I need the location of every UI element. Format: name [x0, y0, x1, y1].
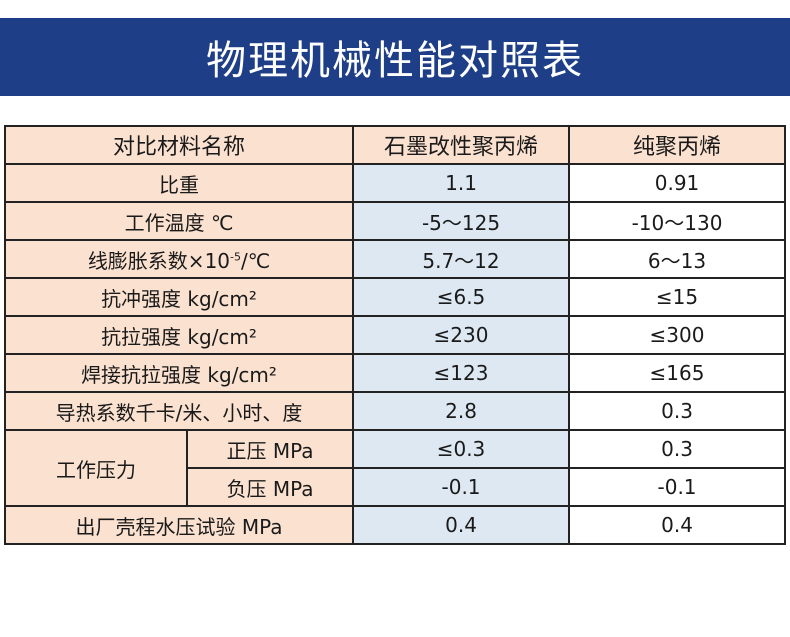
graphite-value: ≤123	[352, 353, 571, 393]
graphite-value: ≤230	[352, 315, 571, 355]
row-label: 线膨胀系数×10-5/℃	[3, 239, 355, 279]
comparison-table: 对比材料名称 石墨改性聚丙烯 纯聚丙烯 比重 1.1 0.91 工作温度 ℃ -…	[3, 125, 787, 545]
label-suffix: /℃	[241, 248, 271, 273]
pure-value: ≤300	[568, 315, 787, 355]
page-title: 物理机械性能对照表	[0, 18, 790, 96]
table-row: 工作压力 正压 MPa ≤0.3 0.3	[4, 429, 787, 507]
pure-value: 0.3	[568, 391, 787, 431]
pure-value: 6～13	[568, 239, 787, 279]
header-graphite-pp: 石墨改性聚丙烯	[352, 125, 571, 165]
label-prefix: 线膨胀系数×10	[87, 248, 231, 273]
pure-value: 0.4	[568, 505, 787, 545]
table-row: 抗冲强度 kg/cm² ≤6.5 ≤15	[3, 277, 787, 317]
graphite-value: -0.1	[352, 467, 571, 507]
label-superscript: -5	[230, 249, 241, 263]
table-row: 焊接抗拉强度 kg/cm² ≤123 ≤165	[3, 353, 787, 393]
table-row: 负压 MPa -0.1 -0.1	[5, 467, 787, 507]
row-label: 抗拉强度 kg/cm²	[3, 315, 355, 355]
header-pure-pp: 纯聚丙烯	[568, 125, 787, 165]
graphite-value: -5～125	[352, 201, 571, 241]
row-label: 焊接抗拉强度 kg/cm²	[3, 353, 355, 393]
table-row: 出厂壳程水压试验 MPa 0.4 0.4	[3, 505, 787, 545]
pure-value: 0.3	[568, 429, 787, 469]
row-label: 比重	[3, 163, 355, 203]
graphite-value: 0.4	[352, 505, 571, 545]
header-material-name: 对比材料名称	[3, 125, 355, 165]
row-label: 正压 MPa	[185, 429, 355, 469]
row-label: 负压 MPa	[185, 467, 355, 507]
table-row: 比重 1.1 0.91	[3, 163, 787, 203]
pressure-group-label: 工作压力	[4, 429, 188, 507]
table-row: 线膨胀系数×10-5/℃ 5.7～12 6～13	[3, 239, 787, 279]
graphite-value: 1.1	[352, 163, 571, 203]
graphite-value: 5.7～12	[352, 239, 571, 279]
row-label: 抗冲强度 kg/cm²	[3, 277, 355, 317]
graphite-value: ≤0.3	[352, 429, 571, 469]
graphite-value: ≤6.5	[352, 277, 571, 317]
pure-value: ≤15	[568, 277, 787, 317]
pure-value: -10～130	[568, 201, 787, 241]
table-row: 抗拉强度 kg/cm² ≤230 ≤300	[3, 315, 787, 355]
graphite-value: 2.8	[352, 391, 571, 431]
pure-value: ≤165	[568, 353, 787, 393]
row-label: 导热系数千卡/米、小时、度	[3, 391, 355, 431]
row-label: 工作温度 ℃	[3, 201, 355, 241]
table-row: 导热系数千卡/米、小时、度 2.8 0.3	[3, 391, 787, 431]
pure-value: 0.91	[568, 163, 787, 203]
table-row: 工作温度 ℃ -5～125 -10～130	[3, 201, 787, 241]
table-header-row: 对比材料名称 石墨改性聚丙烯 纯聚丙烯	[3, 125, 787, 165]
row-label: 出厂壳程水压试验 MPa	[3, 505, 355, 545]
pure-value: -0.1	[568, 467, 787, 507]
